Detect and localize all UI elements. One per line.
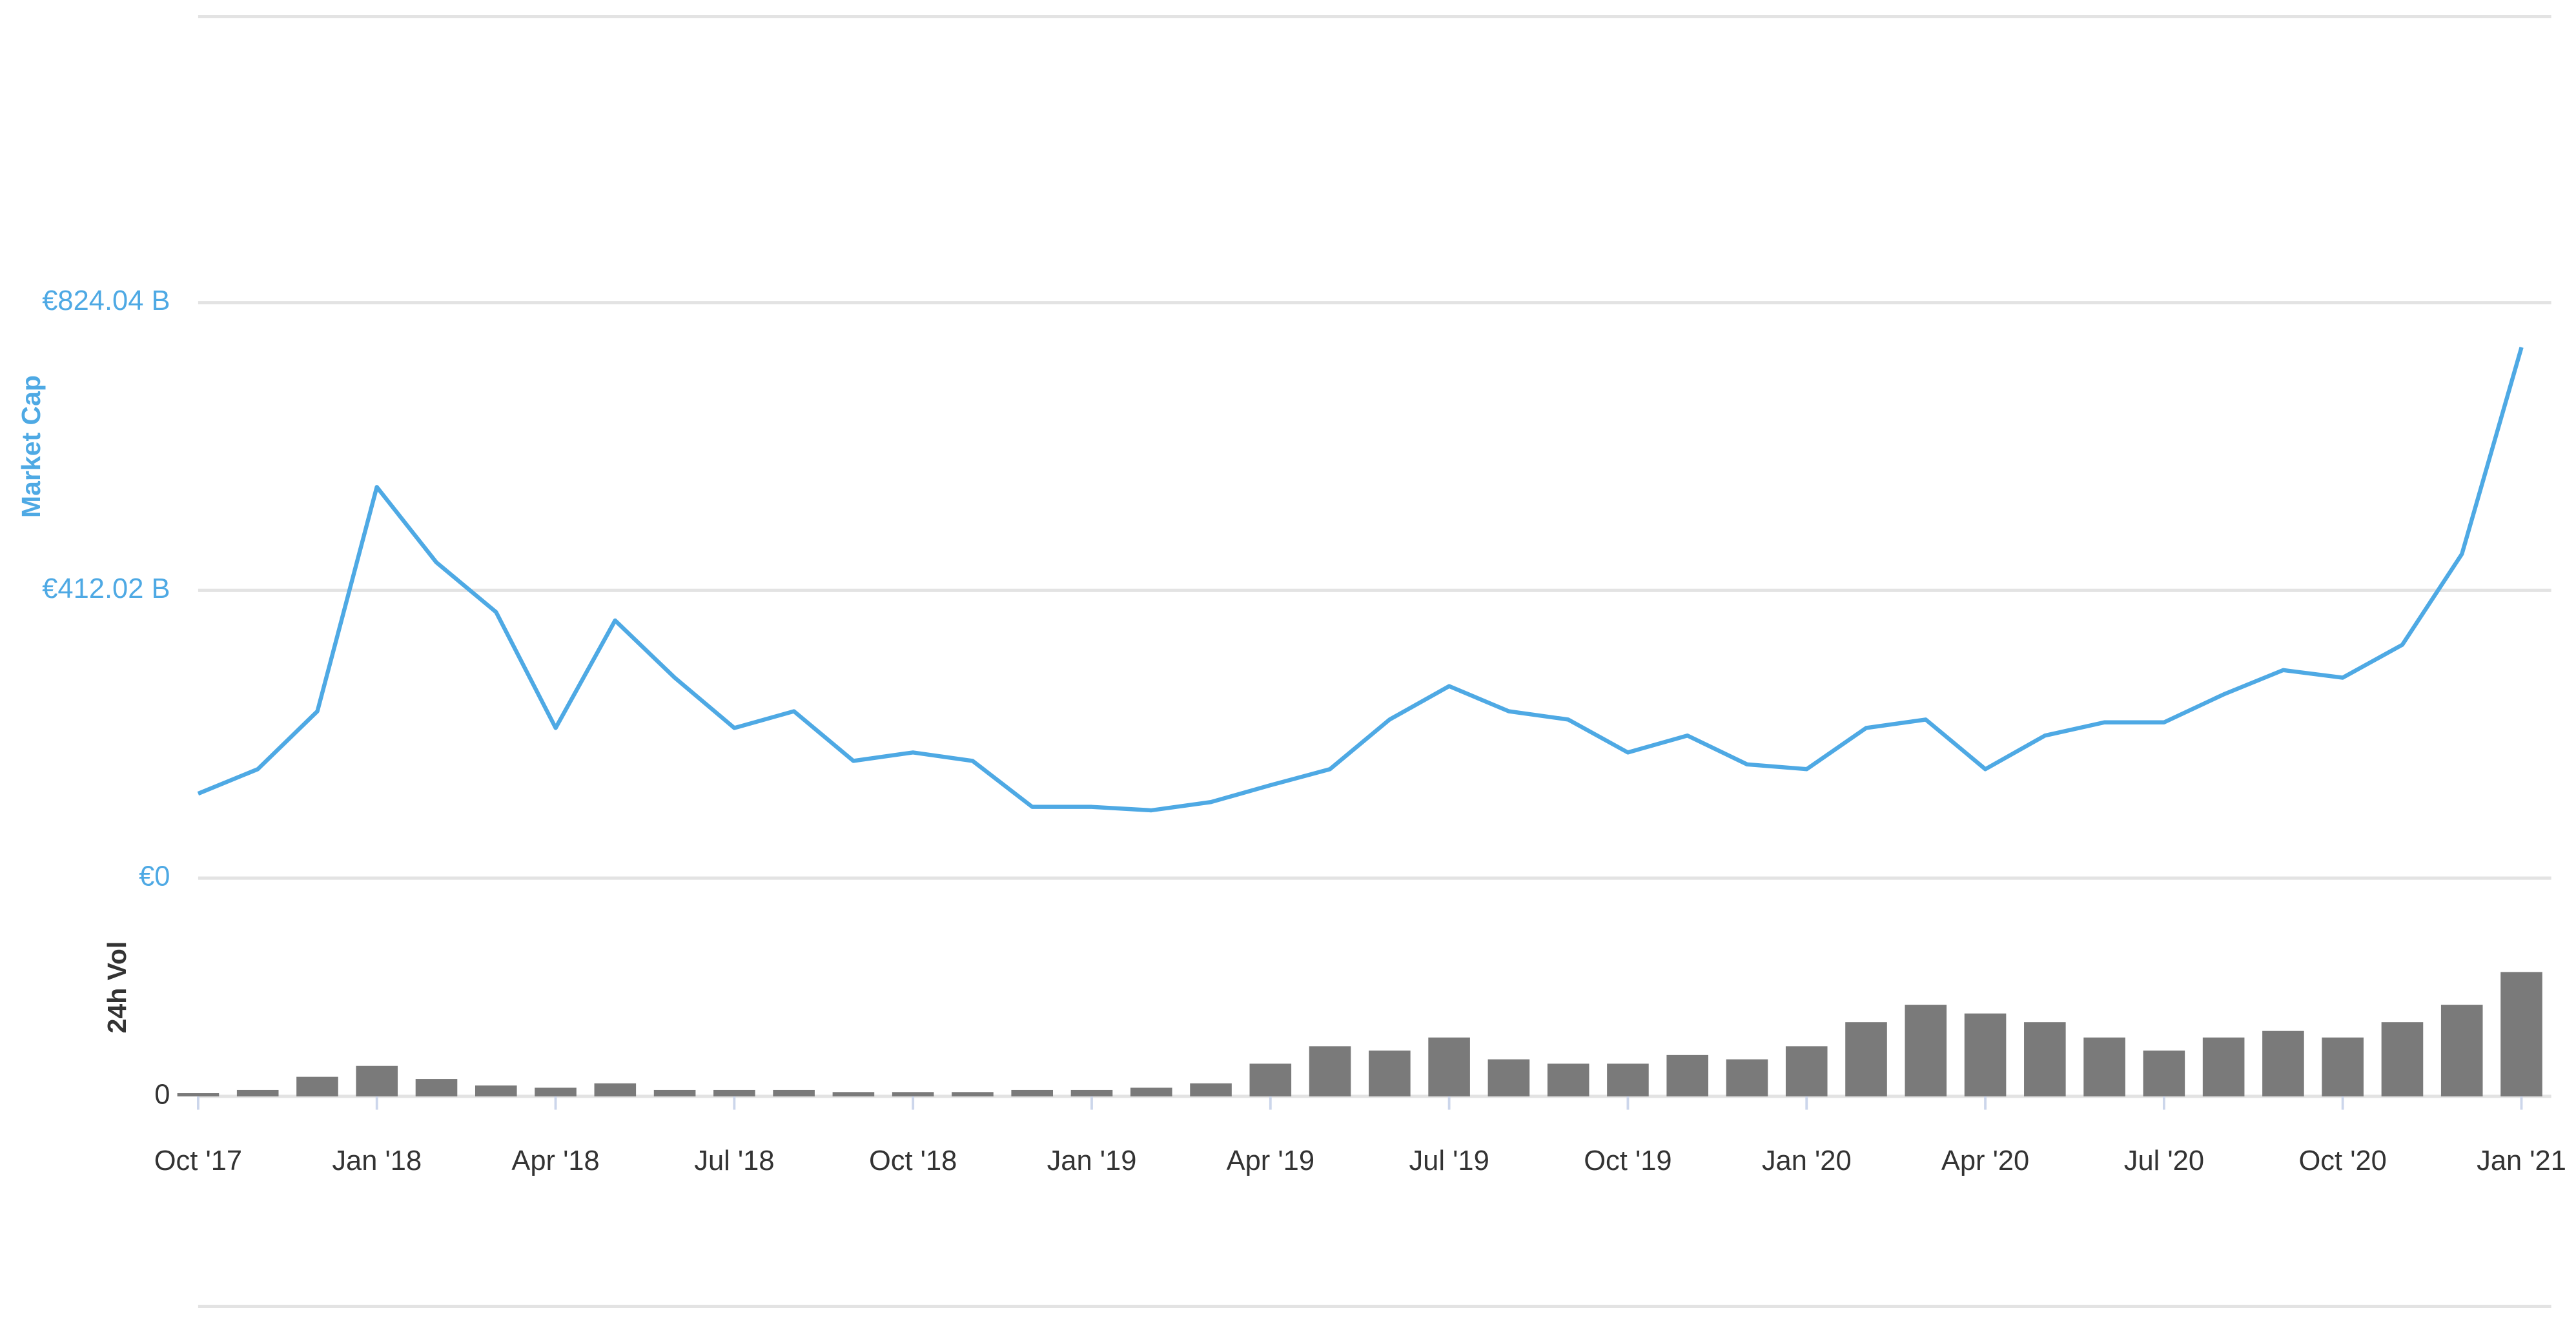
x-tick-label: Oct '18 bbox=[869, 1145, 957, 1176]
volume-bar bbox=[653, 1089, 696, 1097]
volume-bar bbox=[1428, 1037, 1470, 1097]
volume-bar bbox=[356, 1065, 398, 1097]
volume-bar bbox=[535, 1087, 577, 1097]
y-tick-label: €824.04 B bbox=[42, 285, 170, 316]
x-tick-label: Jan '19 bbox=[1047, 1145, 1137, 1176]
volume-bar bbox=[2440, 1005, 2483, 1097]
x-tick-label: Oct '17 bbox=[154, 1145, 242, 1176]
volume-bar bbox=[1547, 1063, 1590, 1097]
volume-bar bbox=[2083, 1037, 2125, 1097]
volume-bar bbox=[2143, 1051, 2185, 1097]
volume-bar bbox=[415, 1079, 458, 1097]
volume-bar bbox=[1845, 1022, 1887, 1097]
y-axis-title: Market Cap bbox=[16, 375, 46, 518]
volume-bar bbox=[892, 1092, 934, 1097]
volume-bar bbox=[2202, 1037, 2245, 1097]
volume-bar bbox=[1011, 1089, 1054, 1097]
volume-bar bbox=[1130, 1087, 1172, 1097]
x-tick-label: Apr '18 bbox=[511, 1145, 599, 1176]
x-tick-label: Jan '20 bbox=[1762, 1145, 1852, 1176]
x-tick-label: Oct '19 bbox=[1584, 1145, 1671, 1176]
volume-bar bbox=[2322, 1037, 2364, 1097]
volume-bar bbox=[475, 1085, 517, 1097]
x-tick-label: Apr '20 bbox=[1941, 1145, 2029, 1176]
x-tick-label: Jul '19 bbox=[1409, 1145, 1489, 1176]
volume-bar bbox=[2024, 1022, 2066, 1097]
x-tick-label: Jan '18 bbox=[332, 1145, 422, 1176]
x-tick-label: Jan '21 bbox=[2477, 1145, 2566, 1176]
volume-bar bbox=[713, 1089, 755, 1097]
x-tick-label: Oct '20 bbox=[2299, 1145, 2387, 1176]
y-tick-label: €0 bbox=[139, 861, 170, 892]
volume-bar bbox=[594, 1083, 637, 1097]
volume-bar bbox=[1487, 1059, 1530, 1097]
volume-bar bbox=[2500, 972, 2542, 1097]
y-tick-label: 0 bbox=[154, 1080, 170, 1111]
volume-bar bbox=[773, 1089, 815, 1097]
x-tick-label: Apr '19 bbox=[1227, 1145, 1314, 1176]
volume-bar bbox=[2381, 1022, 2424, 1097]
volume-bar bbox=[1666, 1054, 1708, 1097]
volume-bar bbox=[2262, 1031, 2304, 1097]
volume-bar bbox=[1190, 1083, 1232, 1097]
volume-bar bbox=[1607, 1063, 1649, 1097]
volume-bar bbox=[296, 1076, 338, 1097]
volume-axis-title: 24h Vol bbox=[102, 941, 132, 1034]
volume-bar bbox=[1726, 1059, 1768, 1097]
volume-bar bbox=[177, 1093, 220, 1097]
volume-bar bbox=[1249, 1063, 1292, 1097]
volume-bar bbox=[1309, 1046, 1351, 1097]
volume-bar bbox=[1369, 1051, 1411, 1097]
x-tick-label: Jul '20 bbox=[2124, 1145, 2204, 1176]
y-tick-label: €412.02 B bbox=[42, 573, 170, 604]
volume-bar bbox=[1785, 1046, 1828, 1097]
volume-bar bbox=[1070, 1089, 1113, 1097]
volume-bar bbox=[832, 1092, 875, 1097]
market-cap-line bbox=[197, 346, 2524, 813]
volume-bar bbox=[1964, 1013, 2007, 1097]
volume-bar bbox=[236, 1089, 279, 1097]
volume-bar bbox=[952, 1092, 994, 1097]
volume-bar bbox=[1905, 1005, 1947, 1097]
x-tick-label: Jul '18 bbox=[694, 1145, 774, 1176]
